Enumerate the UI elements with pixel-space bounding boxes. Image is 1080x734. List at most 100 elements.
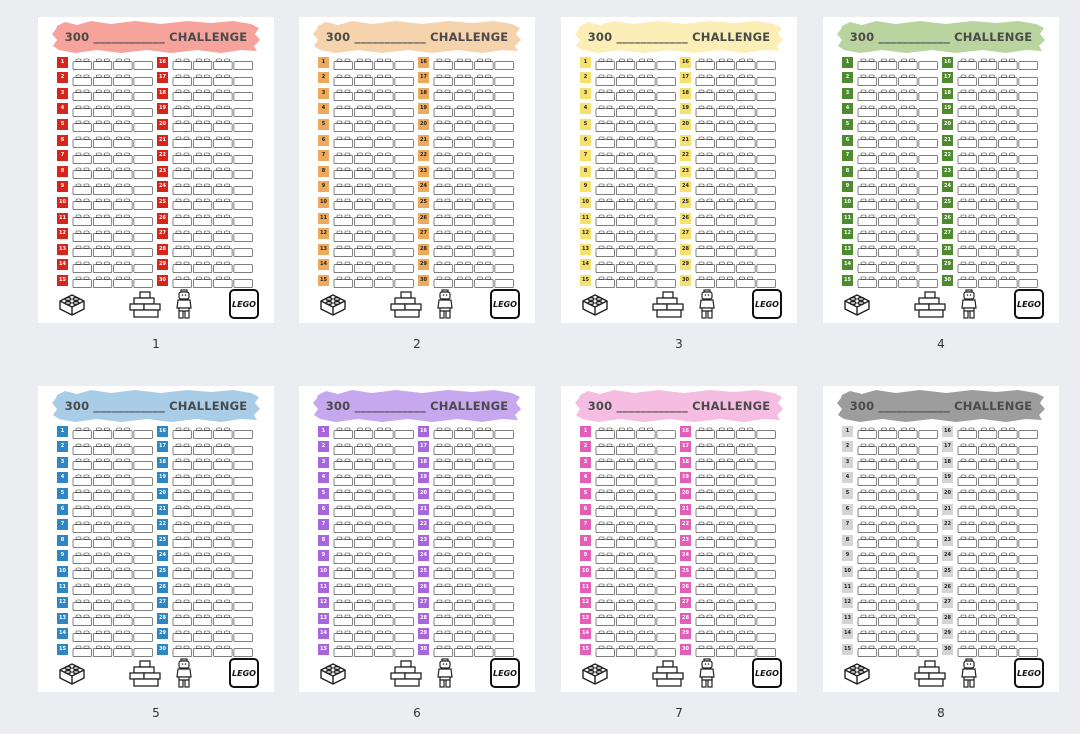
page-number-label: 8 xyxy=(937,706,945,720)
row-number-badge: 30 xyxy=(418,274,429,286)
row-number-badge: 24 xyxy=(680,550,691,562)
list-item: 10 xyxy=(57,196,157,211)
brick-row-icon xyxy=(595,181,677,200)
lego-logo-icon: LEGO xyxy=(1014,289,1044,319)
brick-row-icon xyxy=(957,534,1039,553)
footer-icons: LEGO xyxy=(299,287,535,323)
challenge-sheet: 300 ____________ CHALLENGE 1 2 3 4 5 6 7 8 9 10 11 1… xyxy=(561,17,797,323)
brick-row-icon xyxy=(857,243,939,262)
list-item: 11 xyxy=(842,212,942,226)
brick-row-icon xyxy=(595,456,677,475)
brick-row-icon xyxy=(957,118,1039,137)
row-number-badge: 9 xyxy=(57,550,68,562)
brick-row-icon xyxy=(72,550,154,569)
brick-row-icon xyxy=(695,612,777,631)
brick-row-icon xyxy=(433,534,515,553)
brick-row-icon xyxy=(857,181,939,200)
list-item: 17 xyxy=(680,441,780,455)
brick-row-icon xyxy=(433,487,515,506)
row-number-badge: 21 xyxy=(942,503,953,515)
row-number-badge: 11 xyxy=(842,581,853,593)
list-item: 10 xyxy=(318,196,418,211)
list-item: 29 xyxy=(942,259,1042,273)
row-number-badge: 29 xyxy=(418,628,429,640)
brick-row-icon xyxy=(695,87,777,106)
row-number-badge: 13 xyxy=(318,243,329,255)
list-item: 6 xyxy=(842,503,942,517)
brick-row-icon xyxy=(433,612,515,631)
row-number-badge: 4 xyxy=(318,103,329,115)
row-number-badge: 23 xyxy=(942,165,953,177)
brick-row-icon xyxy=(857,87,939,106)
brick-row-icon xyxy=(172,181,254,200)
list-item: 13 xyxy=(842,243,942,258)
row-number-badge: 25 xyxy=(418,196,429,208)
row-number-badge: 5 xyxy=(318,118,329,130)
banner-title: 300 ____________ CHALLENGE xyxy=(587,30,771,44)
list-item: 20 xyxy=(157,118,257,133)
row-number-badge: 10 xyxy=(842,565,853,577)
row-number-badge: 24 xyxy=(942,550,953,562)
stacked-bricks-icon xyxy=(128,658,162,692)
list-item: 3 xyxy=(842,87,942,102)
brick-row-icon xyxy=(695,487,777,506)
row-number-badge: 6 xyxy=(57,134,68,146)
banner: 300 ____________ CHALLENGE xyxy=(51,20,261,54)
list-item: 20 xyxy=(418,118,518,133)
list-item: 13 xyxy=(842,612,942,627)
row-number-badge: 5 xyxy=(57,118,68,130)
row-number-badge: 30 xyxy=(418,643,429,655)
brick-row-icon xyxy=(857,196,939,215)
brick-row-icon xyxy=(595,103,677,122)
brick-row-icon xyxy=(72,243,154,262)
lego-brick-icon xyxy=(58,291,86,321)
list-item: 27 xyxy=(157,597,257,611)
page-number-label: 1 xyxy=(152,337,160,351)
row-number-badge: 14 xyxy=(318,628,329,640)
list-item: 8 xyxy=(318,534,418,549)
row-number-badge: 3 xyxy=(842,87,853,99)
row-number-badge: 2 xyxy=(580,441,591,453)
brick-row-icon xyxy=(957,150,1039,169)
list-item: 23 xyxy=(418,534,518,549)
row-number-badge: 28 xyxy=(418,612,429,624)
brick-row-icon xyxy=(957,456,1039,475)
brick-row-icon xyxy=(595,487,677,506)
banner: 300 ____________ CHALLENGE xyxy=(574,389,784,423)
row-number-badge: 5 xyxy=(580,487,591,499)
brick-row-icon xyxy=(433,581,515,600)
list-item: 26 xyxy=(157,581,257,595)
row-number-badge: 5 xyxy=(318,487,329,499)
list-item: 12 xyxy=(842,228,942,242)
brick-row-icon xyxy=(72,456,154,475)
list-item: 26 xyxy=(680,581,780,595)
row-number-badge: 28 xyxy=(157,612,168,624)
brick-row-icon xyxy=(957,487,1039,506)
row-number-badge: 22 xyxy=(157,519,168,531)
list-item: 13 xyxy=(318,243,418,258)
list-item: 9 xyxy=(842,550,942,564)
brick-row-icon xyxy=(172,243,254,262)
row-number-badge: 21 xyxy=(680,134,691,146)
list-item: 15 xyxy=(57,274,157,289)
row-number-badge: 11 xyxy=(842,212,853,224)
list-item: 12 xyxy=(57,228,157,242)
list-item: 20 xyxy=(942,118,1042,133)
footer-icons: LEGO xyxy=(299,656,535,692)
row-number-badge: 9 xyxy=(842,181,853,193)
list-item: 25 xyxy=(680,565,780,580)
row-number-badge: 19 xyxy=(418,472,429,484)
list-item: 30 xyxy=(680,274,780,289)
list-item: 18 xyxy=(418,87,518,102)
row-number-badge: 17 xyxy=(418,441,429,453)
row-number-badge: 8 xyxy=(57,534,68,546)
brick-row-icon xyxy=(72,150,154,169)
row-number-badge: 25 xyxy=(942,196,953,208)
row-number-badge: 4 xyxy=(57,103,68,115)
brick-row-icon xyxy=(857,612,939,631)
brick-row-icon xyxy=(72,72,154,91)
brick-row-icon xyxy=(433,472,515,491)
row-number-badge: 11 xyxy=(57,581,68,593)
brick-row-icon xyxy=(333,134,415,153)
row-number-badge: 28 xyxy=(680,243,691,255)
